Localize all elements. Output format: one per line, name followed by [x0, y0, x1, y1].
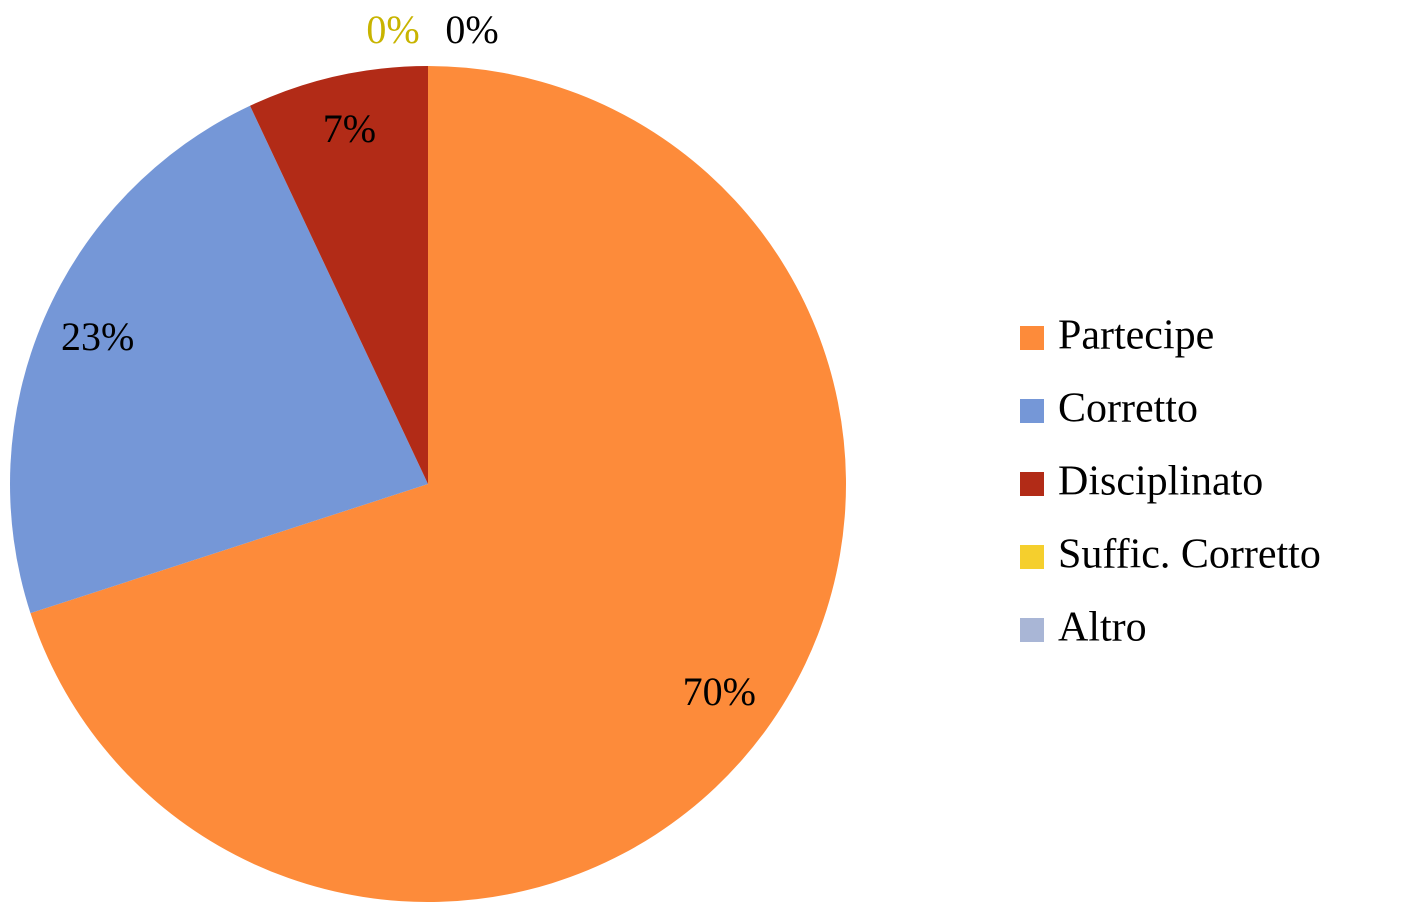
data-label: 0% — [445, 7, 498, 52]
legend-swatch — [1020, 618, 1044, 642]
data-label: 70% — [683, 669, 756, 714]
legend-label: Corretto — [1058, 386, 1198, 432]
data-label: 7% — [323, 106, 376, 151]
legend-label: Suffic. Corretto — [1058, 532, 1321, 578]
legend-label: Disciplinato — [1058, 459, 1263, 505]
pie-slice — [9, 105, 429, 614]
legend-swatch — [1020, 472, 1044, 496]
pie-slice — [30, 66, 846, 902]
legend-swatch — [1020, 326, 1044, 350]
data-label: 23% — [61, 314, 134, 359]
legend-swatch — [1020, 399, 1044, 423]
legend-label: Altro — [1058, 605, 1147, 651]
legend-swatch — [1020, 545, 1044, 569]
data-label: 0% — [366, 7, 419, 52]
pie-slice — [250, 66, 428, 484]
legend-label: Partecipe — [1058, 313, 1214, 359]
